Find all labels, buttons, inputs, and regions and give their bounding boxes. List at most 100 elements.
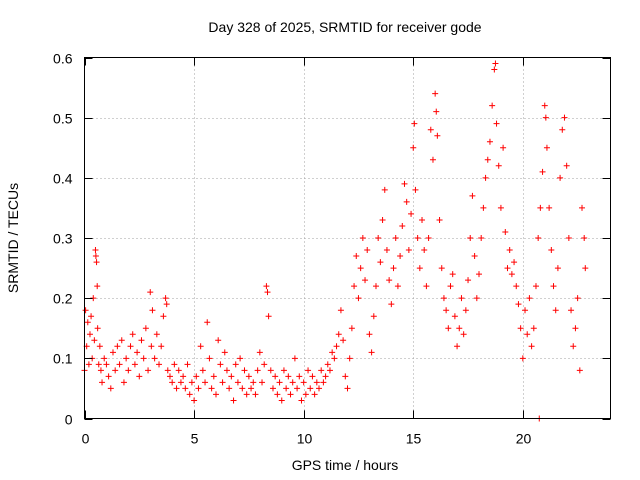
data-point	[543, 144, 550, 151]
data-point	[561, 114, 568, 121]
data-point	[445, 325, 452, 332]
data-point	[177, 379, 184, 386]
data-point	[289, 379, 296, 386]
data-point	[383, 247, 390, 254]
data-point	[280, 367, 287, 374]
data-point	[313, 379, 320, 386]
data-point	[581, 235, 588, 241]
data-point	[412, 186, 419, 193]
data-point	[492, 60, 499, 67]
data-point	[264, 289, 271, 296]
data-point	[403, 198, 410, 205]
x-tick-label: 15	[406, 431, 422, 447]
data-point	[151, 355, 158, 362]
data-point	[239, 385, 246, 392]
data-point	[97, 367, 104, 374]
data-point	[166, 373, 173, 380]
data-point	[554, 265, 561, 272]
data-point	[568, 307, 575, 314]
data-points	[81, 60, 589, 422]
data-point	[309, 373, 316, 380]
y-tick-label: 0.2	[53, 291, 73, 307]
y-tick-label: 0.6	[53, 51, 73, 67]
data-point	[537, 204, 544, 211]
data-point	[429, 156, 436, 163]
x-axis-label: GPS time / hours	[292, 457, 399, 473]
data-point	[215, 337, 222, 344]
data-point	[324, 361, 331, 368]
data-point	[305, 367, 312, 374]
data-point	[245, 373, 252, 380]
data-point	[296, 373, 303, 380]
data-point	[559, 126, 566, 133]
data-point	[294, 385, 301, 392]
y-axis-label: SRMTID / TECUs	[5, 183, 21, 293]
data-point	[355, 295, 362, 302]
data-point	[232, 361, 239, 368]
data-point	[456, 325, 463, 332]
data-point	[333, 343, 340, 350]
data-point	[491, 66, 498, 73]
data-point	[375, 235, 382, 241]
data-point	[411, 120, 418, 127]
data-point	[388, 301, 395, 308]
data-point	[408, 210, 415, 217]
data-point	[423, 283, 430, 290]
data-point	[118, 337, 125, 344]
y-tick-label: 0.1	[53, 351, 73, 367]
data-point	[399, 222, 406, 229]
data-point	[579, 204, 586, 211]
data-point	[147, 289, 154, 296]
data-point	[493, 120, 500, 127]
data-point	[344, 385, 351, 392]
data-point	[471, 253, 478, 260]
data-point	[171, 361, 178, 368]
data-point	[252, 391, 259, 398]
data-point	[291, 355, 298, 362]
data-point	[134, 349, 141, 356]
data-point	[526, 295, 533, 302]
data-point	[469, 192, 476, 199]
data-point	[552, 307, 559, 314]
data-point	[563, 162, 570, 169]
data-point	[353, 253, 360, 260]
data-point	[163, 301, 170, 308]
data-point	[546, 204, 553, 211]
data-point	[96, 343, 103, 350]
data-point	[241, 367, 248, 374]
data-point	[180, 373, 187, 380]
data-point	[377, 259, 384, 266]
data-point	[228, 373, 235, 380]
data-point	[465, 277, 472, 284]
data-point	[476, 271, 482, 278]
data-point	[467, 235, 474, 241]
data-point	[357, 265, 364, 272]
data-point	[88, 313, 95, 320]
data-point	[162, 295, 169, 302]
data-point	[202, 379, 209, 386]
grid-lines	[84, 57, 611, 419]
data-point	[342, 373, 349, 380]
data-point	[495, 162, 502, 169]
data-point	[524, 331, 531, 338]
data-point	[173, 385, 180, 392]
data-point	[237, 355, 244, 362]
data-point	[517, 325, 524, 332]
data-point	[269, 385, 276, 392]
data-point	[175, 367, 182, 374]
data-point	[101, 355, 108, 362]
data-point	[390, 265, 397, 272]
data-point	[93, 259, 100, 266]
x-tick-label: 20	[516, 431, 532, 447]
data-point	[193, 373, 200, 380]
data-point	[265, 313, 272, 320]
data-point	[513, 283, 520, 290]
chart-title: Day 328 of 2025, SRMTID for receiver god…	[208, 19, 481, 35]
data-point	[480, 204, 487, 211]
data-point	[416, 265, 423, 272]
data-point	[359, 235, 366, 241]
data-point	[164, 367, 171, 374]
x-tick-labels: 0 5 10 15 20	[82, 431, 532, 447]
data-point	[506, 247, 513, 254]
data-point	[278, 397, 285, 404]
